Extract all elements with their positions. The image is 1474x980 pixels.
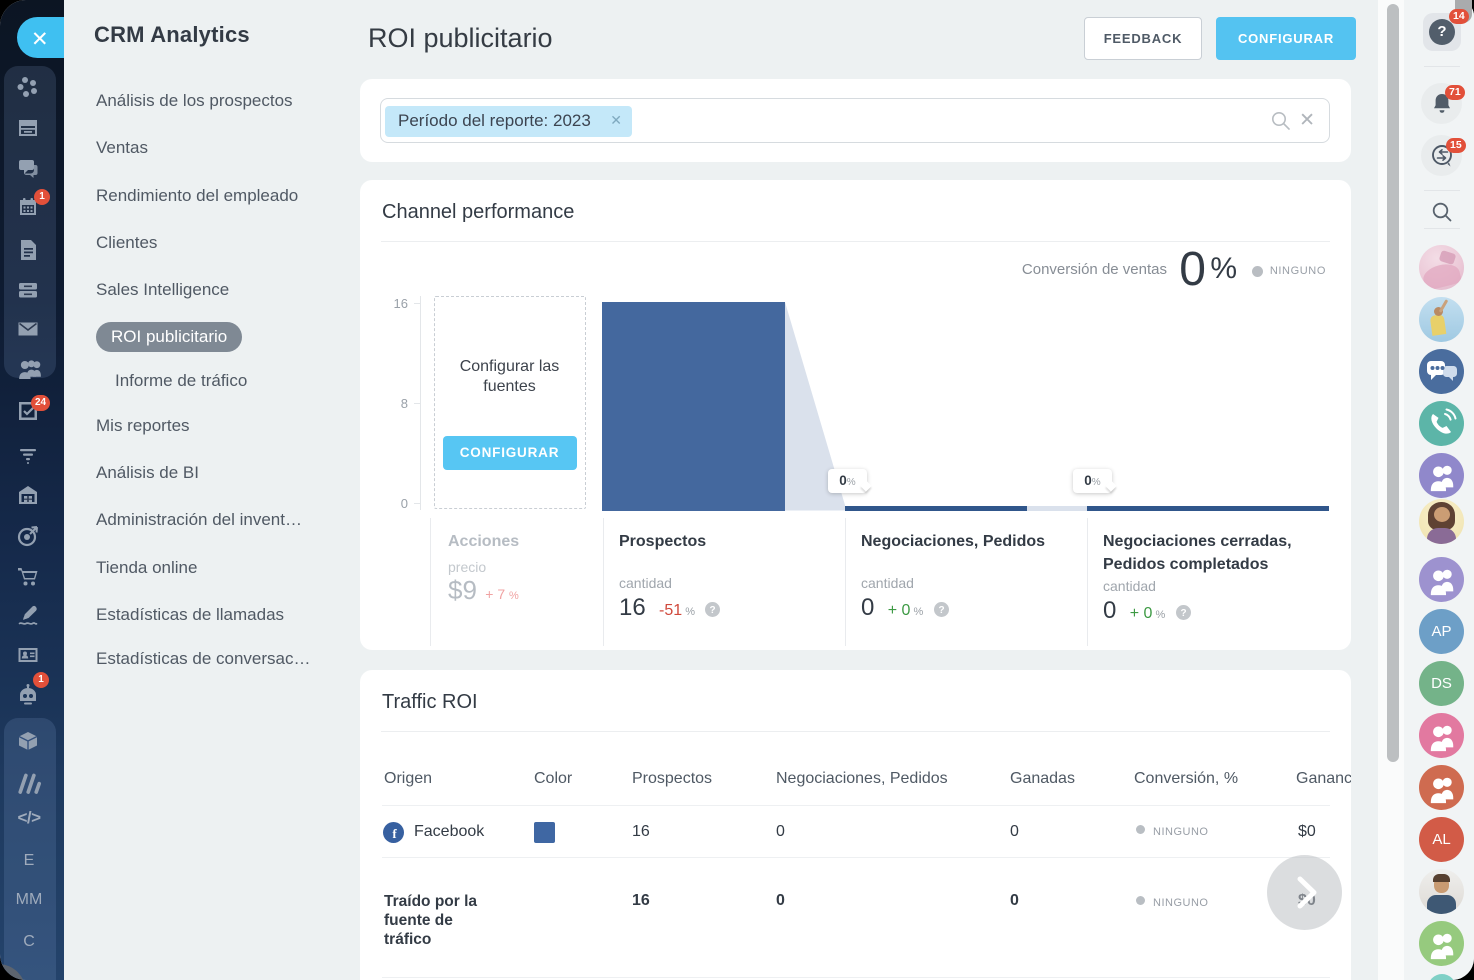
- svg-text:?: ?: [710, 605, 716, 616]
- svg-text:?: ?: [938, 605, 944, 616]
- svg-text:?: ?: [1180, 608, 1186, 619]
- svg-text:f: f: [392, 826, 397, 841]
